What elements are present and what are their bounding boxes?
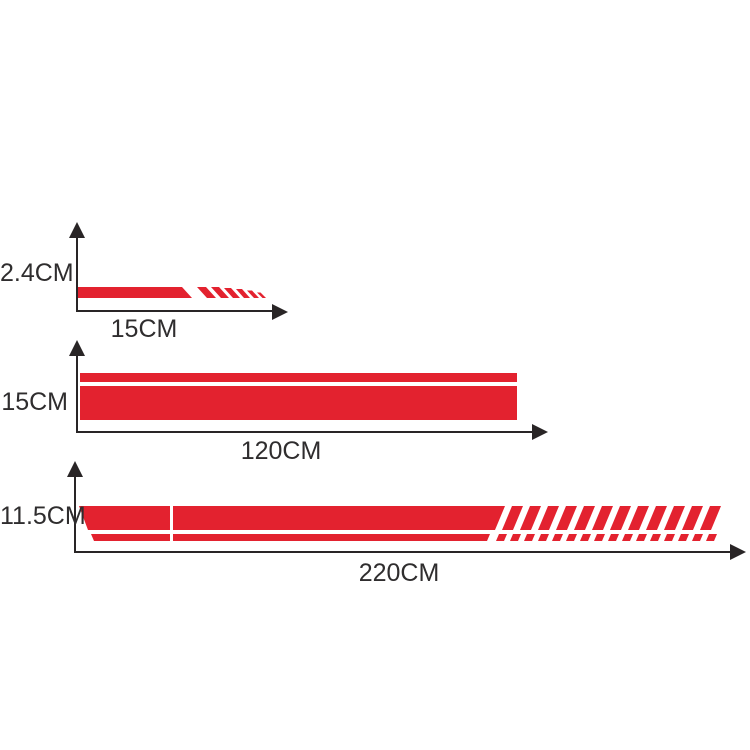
stripe-graphic-long	[79, 506, 721, 541]
length-label: 220CM	[358, 559, 440, 587]
height-label: 11.5CM	[0, 502, 86, 530]
up-arrow-icon	[69, 222, 85, 238]
up-arrow-icon	[69, 340, 85, 356]
height-label: 2.4CM	[0, 259, 74, 287]
y-axis-line	[76, 235, 78, 312]
y-axis-line	[76, 353, 78, 433]
stripe-graphic-small	[78, 287, 266, 298]
up-arrow-icon	[67, 461, 83, 477]
x-axis-line	[76, 310, 274, 312]
stripe-graphic-medium-thick	[80, 386, 517, 420]
height-label: 15CM	[1, 388, 68, 416]
right-arrow-icon	[532, 424, 548, 440]
y-axis-line	[74, 474, 76, 553]
x-axis-line	[76, 431, 534, 433]
stripe-graphic-medium-thin	[80, 373, 517, 382]
right-arrow-icon	[730, 544, 746, 560]
length-label: 15CM	[110, 315, 178, 343]
length-label: 120CM	[240, 437, 322, 465]
x-axis-line	[74, 551, 732, 553]
right-arrow-icon	[272, 304, 288, 320]
